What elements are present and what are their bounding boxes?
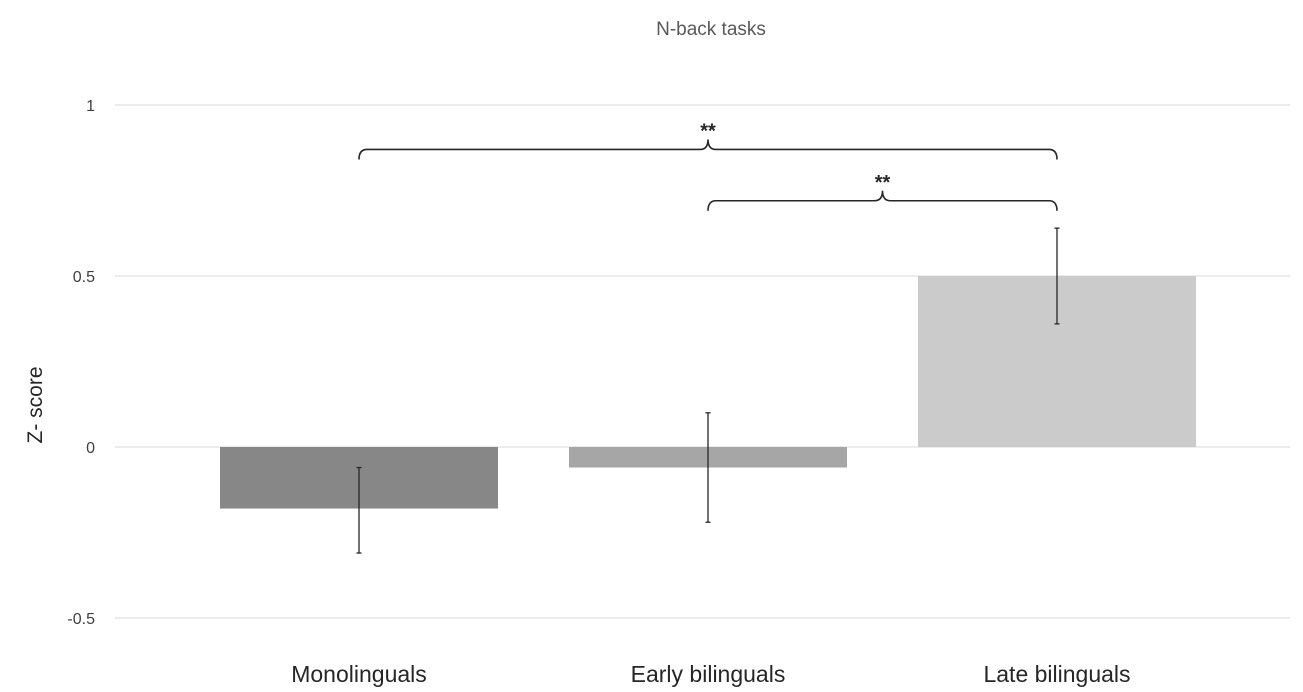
chart-title: N-back tasks	[656, 19, 766, 40]
y-tick-label: 0	[86, 440, 95, 457]
x-tick-label: Late bilinguals	[983, 661, 1130, 687]
x-tick-label: Monolinguals	[291, 661, 427, 687]
significance-label: **	[700, 120, 716, 142]
x-axis-ticks: Monolinguals Early bilinguals Late bilingu…	[291, 661, 1130, 687]
x-tick-label: Early bilinguals	[631, 661, 786, 687]
error-bars	[356, 227, 1060, 554]
y-axis-label: Z- score	[24, 366, 47, 443]
y-tick-label: 1	[86, 98, 95, 115]
y-axis-ticks: 1 0.5 0 -0.5	[67, 98, 95, 628]
significance-label: **	[875, 172, 891, 194]
y-tick-label: -0.5	[67, 611, 95, 628]
significance-bracket	[707, 190, 1058, 211]
significance-annotations: ** **	[358, 120, 1058, 211]
significance-bracket	[358, 139, 1058, 160]
y-tick-label: 0.5	[73, 269, 95, 286]
